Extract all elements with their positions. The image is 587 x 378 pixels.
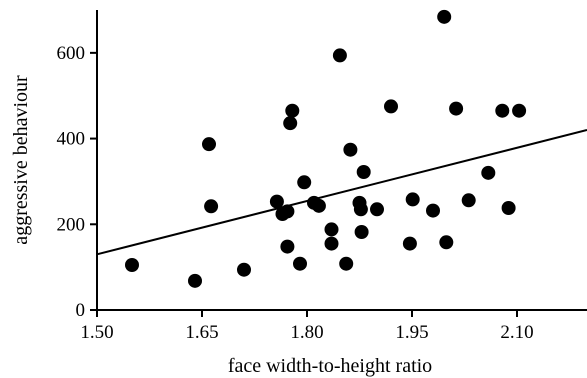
data-point bbox=[426, 203, 440, 218]
x-tick-label: 1.50 bbox=[80, 322, 113, 343]
data-point bbox=[481, 165, 496, 180]
plot-area: 0 200 400 600 1.50 1.65 1.80 1.95 2.10 bbox=[57, 9, 587, 343]
data-point bbox=[269, 194, 284, 209]
x-axis-ticks: 1.50 1.65 1.80 1.95 2.10 bbox=[80, 310, 534, 343]
data-point bbox=[461, 193, 476, 208]
data-point bbox=[204, 199, 219, 214]
data-points bbox=[125, 9, 527, 288]
data-point bbox=[285, 103, 300, 118]
trend-line bbox=[96, 129, 587, 256]
data-point bbox=[449, 101, 464, 116]
data-point bbox=[384, 99, 398, 114]
x-tick-label: 1.95 bbox=[395, 322, 428, 343]
data-point bbox=[439, 235, 454, 250]
data-point bbox=[356, 165, 371, 179]
data-point bbox=[501, 201, 516, 215]
data-point bbox=[125, 258, 139, 272]
data-point bbox=[370, 202, 384, 217]
y-tick-label: 200 bbox=[57, 214, 86, 235]
data-point bbox=[402, 236, 417, 251]
x-tick-label: 2.10 bbox=[500, 322, 533, 343]
data-point bbox=[405, 192, 420, 207]
data-point bbox=[202, 137, 216, 152]
data-point bbox=[188, 273, 202, 288]
y-axis-ticks: 0 200 400 600 bbox=[57, 43, 97, 321]
y-tick-label: 600 bbox=[57, 43, 86, 64]
data-point bbox=[343, 142, 358, 157]
data-point bbox=[237, 262, 251, 277]
data-point bbox=[332, 48, 347, 63]
data-point bbox=[311, 198, 326, 213]
x-axis-title: face width-to-height ratio bbox=[228, 355, 432, 377]
data-point bbox=[293, 256, 307, 271]
data-point bbox=[495, 103, 510, 118]
data-point bbox=[324, 236, 339, 251]
x-tick-label: 1.65 bbox=[185, 322, 218, 343]
y-axis-title: aggressive behaviour bbox=[10, 75, 32, 245]
data-point bbox=[324, 222, 339, 237]
data-point bbox=[280, 204, 295, 219]
y-tick-label: 0 bbox=[76, 300, 86, 321]
data-point bbox=[339, 256, 354, 271]
data-point bbox=[283, 116, 298, 131]
y-tick-label: 400 bbox=[57, 129, 86, 150]
data-point bbox=[280, 239, 295, 254]
data-point bbox=[354, 225, 369, 239]
data-point bbox=[437, 9, 452, 24]
data-point bbox=[297, 175, 312, 190]
data-point bbox=[353, 202, 368, 217]
x-tick-label: 1.80 bbox=[290, 322, 323, 343]
data-point bbox=[512, 103, 527, 118]
